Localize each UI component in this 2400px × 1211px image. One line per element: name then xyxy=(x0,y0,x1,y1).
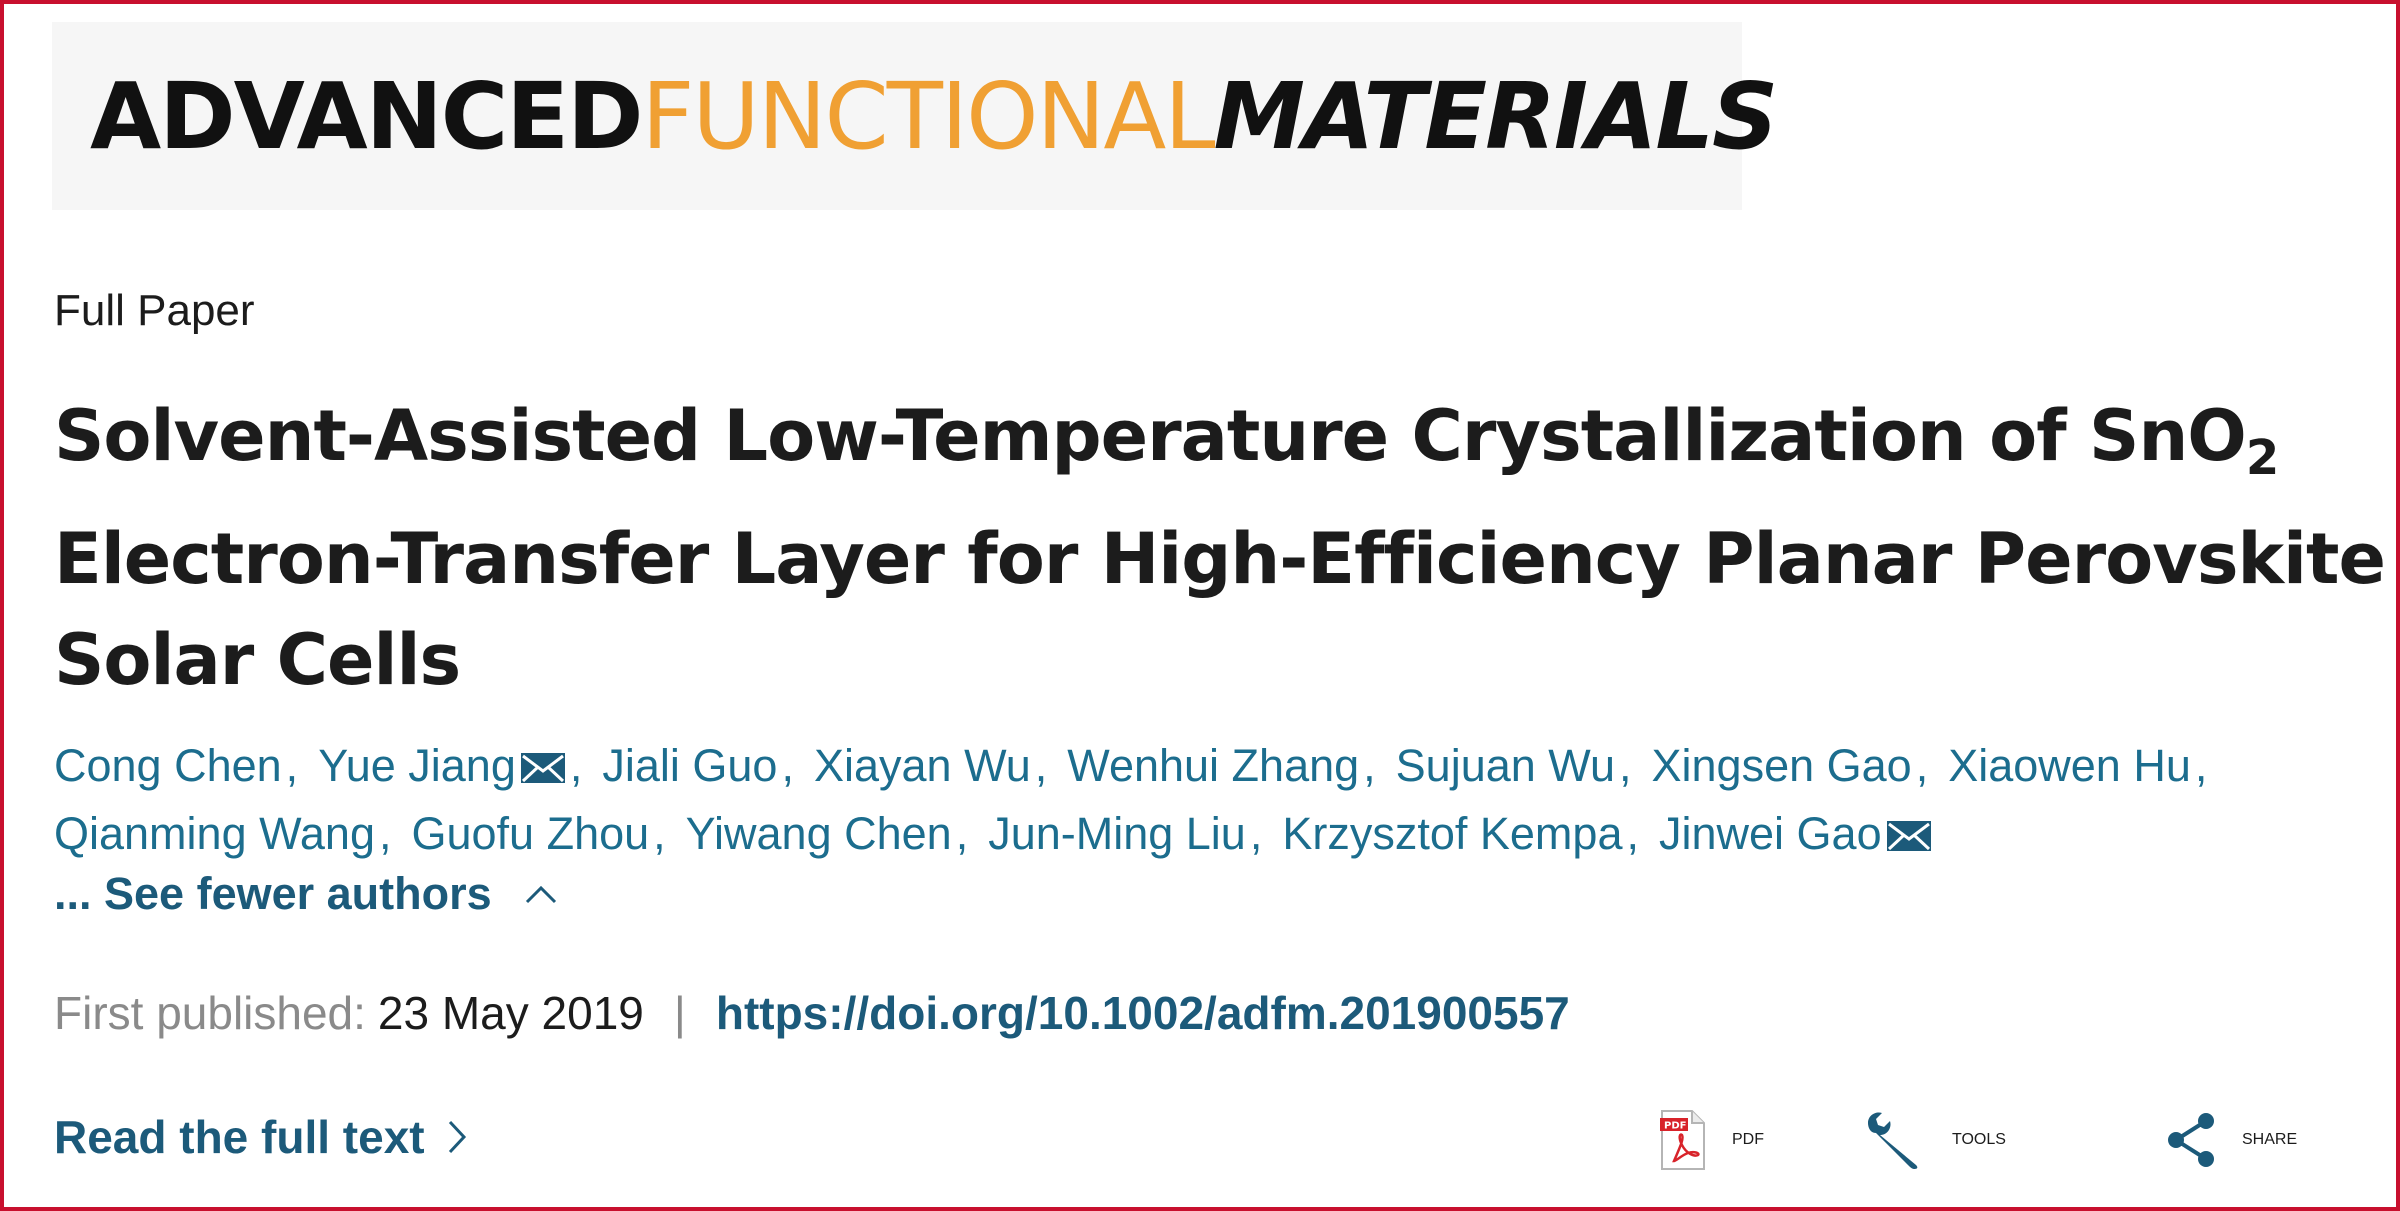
title-line-3: Solar Cells xyxy=(54,619,461,701)
logo-word-functional: FUNCTIONAL xyxy=(641,63,1215,170)
journal-logo[interactable]: ADVANCEDFUNCTIONALMATERIALS xyxy=(90,62,1779,172)
author-name: Xiayan Wu xyxy=(813,740,1031,791)
author-link[interactable]: Jiali Guo xyxy=(602,732,777,800)
author-link[interactable]: Krzysztof Kempa xyxy=(1282,800,1622,868)
envelope-icon[interactable] xyxy=(1886,819,1932,853)
author-row-1: Cong Chen, Yue Jiang, Jiali Guo, Xiayan Wu,… xyxy=(54,732,2354,800)
author-separator: , xyxy=(955,808,969,859)
author-separator: , xyxy=(1363,740,1376,791)
article-type: Full Paper xyxy=(54,286,255,335)
author-separator: , xyxy=(1626,808,1639,859)
doi-link[interactable]: https://doi.org/10.1002/adfm.201900557 xyxy=(715,987,1570,1039)
author-name: Jiali Guo xyxy=(602,740,778,791)
chevron-right-icon xyxy=(448,1120,466,1154)
author-name: Krzysztof Kempa xyxy=(1282,808,1623,859)
author-separator: , xyxy=(378,808,392,859)
title-subscript: 2 xyxy=(2245,430,2279,486)
svg-text:PDF: PDF xyxy=(1664,1121,1686,1132)
title-line-2: Electron-Transfer Layer for High-Efficie… xyxy=(54,518,2386,600)
author-link[interactable]: Yue Jiang xyxy=(318,732,566,800)
share-button[interactable]: SHARE xyxy=(2164,1108,2297,1172)
wrench-icon xyxy=(1868,1112,1918,1169)
author-name: Wenhui Zhang xyxy=(1067,740,1360,791)
author-list: Cong Chen, Yue Jiang, Jiali Guo, Xiayan Wu,… xyxy=(54,732,2354,868)
first-published-label: First published: xyxy=(54,987,366,1039)
author-name: Jinwei Gao xyxy=(1659,808,1882,859)
title-line-1-text: Solvent-Assisted Low-Temperature Crystal… xyxy=(54,395,2247,477)
author-name: Cong Chen xyxy=(54,740,282,791)
author-link[interactable]: Yiwang Chen xyxy=(686,800,952,868)
tools-label: TOOLS xyxy=(1952,1131,2006,1148)
author-name: Yiwang Chen xyxy=(685,808,952,859)
author-link[interactable]: Sujuan Wu xyxy=(1396,732,1615,800)
tools-button[interactable]: TOOLS xyxy=(1862,1108,2006,1172)
author-separator: , xyxy=(2194,740,2208,791)
publication-info: First published: 23 May 2019 | https://d… xyxy=(54,986,1570,1040)
author-name: Qianming Wang xyxy=(54,808,375,859)
author-name: Xiaowen Hu xyxy=(1948,740,2191,791)
logo-word-materials: MATERIALS xyxy=(1213,63,1779,170)
author-name: Xingsen Gao xyxy=(1651,740,1912,791)
author-separator: , xyxy=(569,740,583,791)
author-row-2: Qianming Wang, Guofu Zhou, Yiwang Chen, Jun… xyxy=(54,800,2354,868)
author-link[interactable]: Jun-Ming Liu xyxy=(988,800,1246,868)
article-actions: PDF PDF TOOLS SHARE xyxy=(4,1108,2400,1178)
title-line-1: Solvent-Assisted Low-Temperature Crystal… xyxy=(54,386,2334,509)
author-name: Sujuan Wu xyxy=(1395,740,1615,791)
pdf-label: PDF xyxy=(1732,1131,1764,1148)
separator: | xyxy=(673,987,686,1039)
journal-masthead[interactable]: ADVANCEDFUNCTIONALMATERIALS xyxy=(52,22,1778,210)
author-separator: , xyxy=(781,740,794,791)
author-separator: , xyxy=(1249,808,1263,859)
author-separator: , xyxy=(653,808,666,859)
read-full-text-label: Read the full text xyxy=(54,1111,425,1163)
author-link[interactable]: Xiaowen Hu xyxy=(1948,732,2191,800)
author-name: Yue Jiang xyxy=(318,740,516,791)
author-name: Guofu Zhou xyxy=(411,808,650,859)
author-separator: , xyxy=(285,740,299,791)
pdf-button[interactable]: PDF PDF xyxy=(1658,1108,1764,1172)
logo-word-advanced: ADVANCED xyxy=(90,63,643,170)
see-fewer-authors-toggle[interactable]: ... See fewer authors xyxy=(54,868,558,920)
envelope-icon[interactable] xyxy=(520,751,566,785)
author-name: Jun-Ming Liu xyxy=(988,808,1246,859)
share-icon xyxy=(2168,1113,2214,1167)
author-separator: , xyxy=(1915,740,1929,791)
author-link[interactable]: Cong Chen xyxy=(54,732,282,800)
publication-date: 23 May 2019 xyxy=(377,987,644,1039)
author-link[interactable]: Qianming Wang xyxy=(54,800,375,868)
article-title: Solvent-Assisted Low-Temperature Crystal… xyxy=(54,386,2386,711)
author-link[interactable]: Guofu Zhou xyxy=(412,800,650,868)
author-separator: , xyxy=(1618,740,1632,791)
chevron-up-icon xyxy=(525,885,556,904)
author-link[interactable]: Wenhui Zhang xyxy=(1067,732,1359,800)
pdf-file-icon: PDF xyxy=(1660,1110,1705,1170)
share-label: SHARE xyxy=(2242,1131,2298,1148)
author-separator: , xyxy=(1034,740,1048,791)
see-fewer-authors-label: ... See fewer authors xyxy=(54,868,492,919)
author-link[interactable]: Jinwei Gao xyxy=(1659,800,1932,868)
author-link[interactable]: Xingsen Gao xyxy=(1652,732,1912,800)
author-link[interactable]: Xiayan Wu xyxy=(814,732,1031,800)
read-full-text-link[interactable]: Read the full text xyxy=(54,1110,467,1164)
